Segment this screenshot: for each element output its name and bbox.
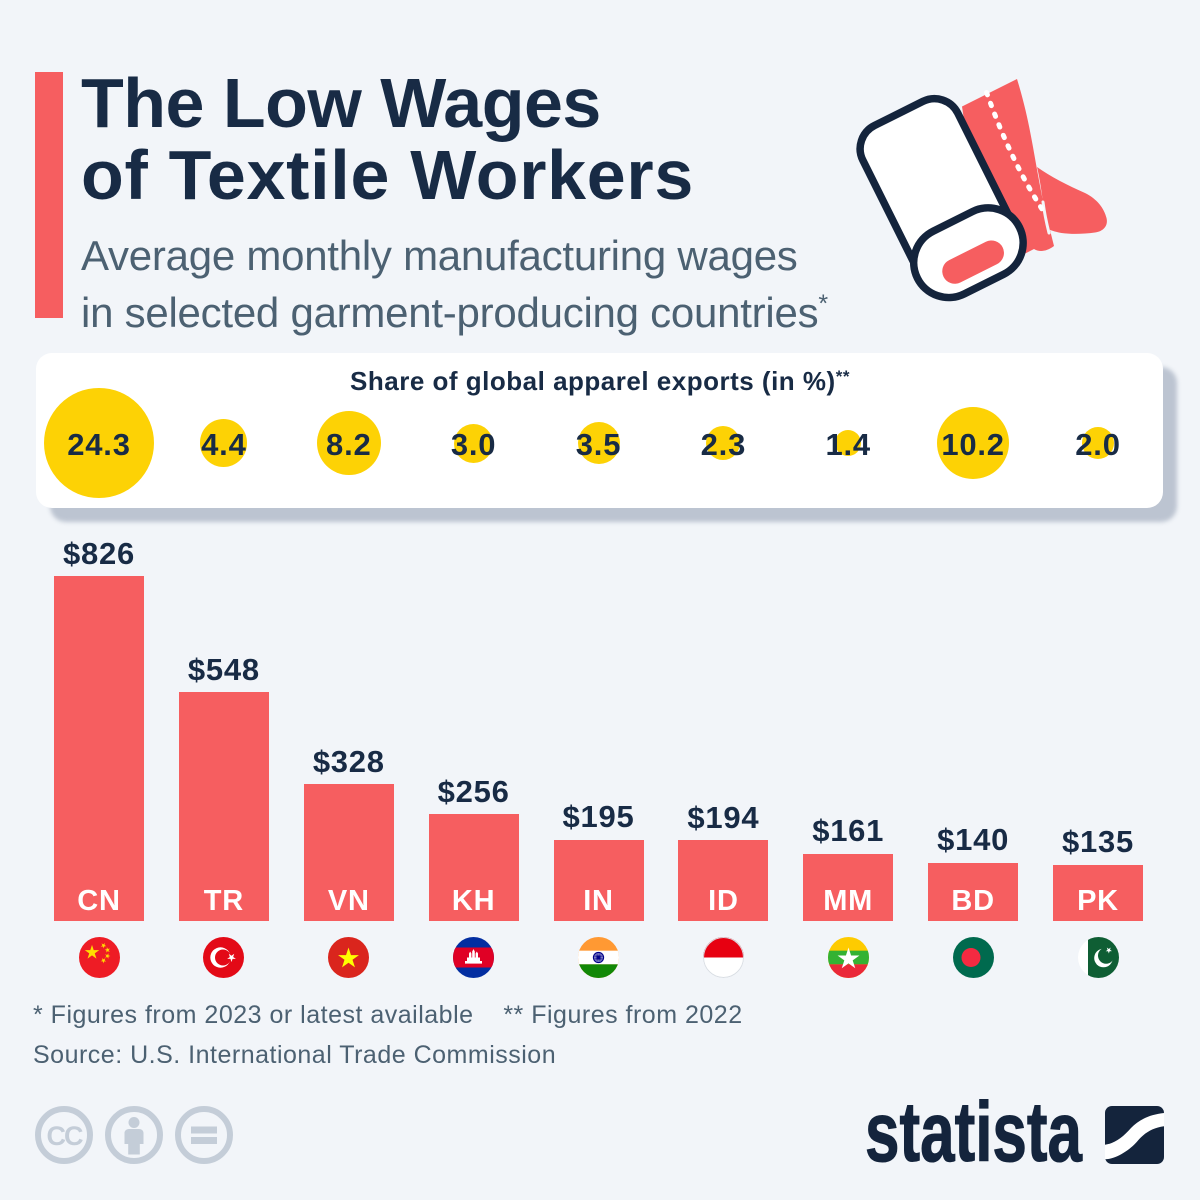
svg-text:statista: statista	[865, 1090, 1083, 1170]
svg-text:CC: CC	[47, 1121, 83, 1151]
